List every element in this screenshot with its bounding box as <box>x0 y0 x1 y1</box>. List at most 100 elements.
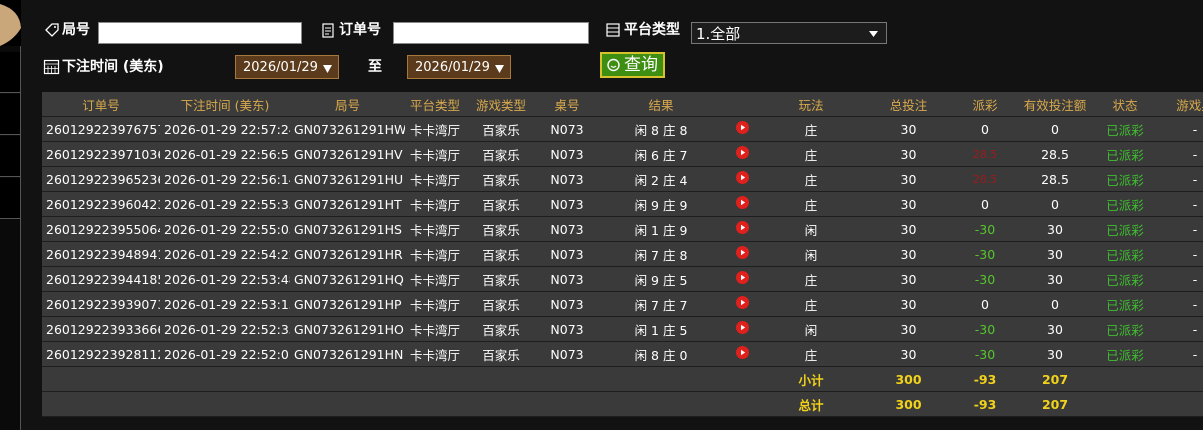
platform: 卡卡湾厅 <box>405 241 465 267</box>
date-from[interactable]: 2026/01/29 <box>235 55 339 79</box>
platform: 卡卡湾厅 <box>405 166 465 192</box>
round-id: GN073261291HV <box>290 141 405 167</box>
replay-icon[interactable] <box>736 146 749 159</box>
order-id: 260129223928112 <box>42 341 160 367</box>
result: 闲 1 庄 9 <box>597 216 725 242</box>
calendar-icon <box>43 59 60 75</box>
payout: -30 <box>955 241 1015 267</box>
column-header: 结果 <box>597 92 725 117</box>
sidebar-ornament <box>0 0 21 46</box>
replay-cell <box>725 166 760 192</box>
date-to[interactable]: 2026/01/29 <box>407 55 511 79</box>
total-bet: 30 <box>862 291 955 317</box>
game-table: - <box>1155 216 1203 242</box>
orders-table: 订单号 下注时间 (美东) 局号 平台类型 游戏类型 桌号 结果 玩法 总投注 派彩 有效投注额 状态… <box>42 92 1203 417</box>
status: 已派彩 <box>1095 166 1155 192</box>
header-row: 订单号 下注时间 (美东) 局号 平台类型 游戏类型 桌号 结果 玩法 总投注 派彩 有效投注额 状态… <box>42 92 1203 117</box>
order-id: 260129223971036 <box>42 141 160 167</box>
order-input[interactable] <box>393 22 589 44</box>
order-row: 260129223933666 2026-01-29 22:52:35 GN0732… <box>42 316 1203 342</box>
status: 已派彩 <box>1095 291 1155 317</box>
platform: 卡卡湾厅 <box>405 266 465 292</box>
platform-label: 平台类型 <box>624 22 680 38</box>
replay-icon[interactable] <box>736 321 749 334</box>
game-table: - <box>1155 116 1203 142</box>
replay-cell <box>725 116 760 142</box>
valid-bet: 30 <box>1015 266 1095 292</box>
payout: 28.5 <box>955 141 1015 167</box>
replay-icon[interactable] <box>736 271 749 284</box>
order-icon <box>322 23 334 38</box>
bet-type: 庄 <box>760 266 862 292</box>
replay-icon[interactable] <box>736 121 749 134</box>
game-type: 百家乐 <box>465 216 537 242</box>
game-type: 百家乐 <box>465 291 537 317</box>
game-table: - <box>1155 141 1203 167</box>
dropdown-arrow <box>495 65 504 73</box>
game-type: 百家乐 <box>465 316 537 342</box>
total-bet: 30 <box>862 241 955 267</box>
payout: 0 <box>955 191 1015 217</box>
platform-select[interactable]: 1.全部 <box>691 22 887 44</box>
round-id: GN073261291HQ <box>290 266 405 292</box>
result: 闲 8 庄 0 <box>597 341 725 367</box>
game-table: - <box>1155 291 1203 317</box>
result: 闲 2 庄 4 <box>597 166 725 192</box>
order-row: 260129223948941 2026-01-29 22:54:22 GN0732… <box>42 241 1203 267</box>
payout: -30 <box>955 316 1015 342</box>
order-row: 260129223960423 2026-01-29 22:55:35 GN0732… <box>42 191 1203 217</box>
replay-icon[interactable] <box>736 296 749 309</box>
platform: 卡卡湾厅 <box>405 316 465 342</box>
platform-value: 1.全部 <box>696 25 741 43</box>
replay-icon[interactable] <box>736 171 749 184</box>
sidebar-item[interactable] <box>0 94 20 135</box>
result: 闲 9 庄 5 <box>597 266 725 292</box>
round-id: GN073261291HR <box>290 241 405 267</box>
column-header: 游戏类型 <box>465 92 537 117</box>
tag-icon <box>45 23 59 37</box>
bet-type: 庄 <box>760 141 862 167</box>
sidebar-item[interactable] <box>0 52 20 93</box>
query-button[interactable]: 查询 <box>600 52 665 78</box>
order-id: 260129223960423 <box>42 191 160 217</box>
round-input[interactable] <box>98 22 302 44</box>
sidebar-item[interactable] <box>0 178 20 219</box>
platform: 卡卡湾厅 <box>405 216 465 242</box>
dropdown-arrow <box>869 31 878 37</box>
column-header: 局号 <box>290 92 405 117</box>
summary-valid-bet: 207 <box>1015 391 1095 417</box>
replay-cell <box>725 191 760 217</box>
order-row: 260129223944185 2026-01-29 22:53:48 GN0732… <box>42 266 1203 292</box>
total-bet: 30 <box>862 216 955 242</box>
table-id: N073 <box>537 266 597 292</box>
bet-time: 2026-01-29 22:56:51 <box>160 141 290 167</box>
summary-label: 总计 <box>760 391 862 417</box>
column-header: 桌号 <box>537 92 597 117</box>
platform: 卡卡湾厅 <box>405 116 465 142</box>
replay-icon[interactable] <box>736 196 749 209</box>
payout: -30 <box>955 341 1015 367</box>
table-id: N073 <box>537 291 597 317</box>
game-table: - <box>1155 166 1203 192</box>
round-id: GN073261291HO <box>290 316 405 342</box>
payout: 0 <box>955 291 1015 317</box>
table-id: N073 <box>537 216 597 242</box>
round-id: GN073261291HT <box>290 191 405 217</box>
valid-bet: 0 <box>1015 291 1095 317</box>
column-header: 派彩 <box>955 92 1015 117</box>
replay-icon[interactable] <box>736 221 749 234</box>
table-id: N073 <box>537 316 597 342</box>
replay-icon[interactable] <box>736 346 749 359</box>
sidebar-item[interactable] <box>0 136 20 177</box>
platform-icon <box>606 23 620 37</box>
blank-cell <box>42 366 760 392</box>
table-id: N073 <box>537 116 597 142</box>
bet-time: 2026-01-29 22:52:01 <box>160 341 290 367</box>
bet-type: 庄 <box>760 166 862 192</box>
platform: 卡卡湾厅 <box>405 291 465 317</box>
summary-valid-bet: 207 <box>1015 366 1095 392</box>
date-to-text: 2026/01/29 <box>415 60 490 75</box>
valid-bet: 0 <box>1015 116 1095 142</box>
order-id: 260129223944185 <box>42 266 160 292</box>
replay-icon[interactable] <box>736 246 749 259</box>
